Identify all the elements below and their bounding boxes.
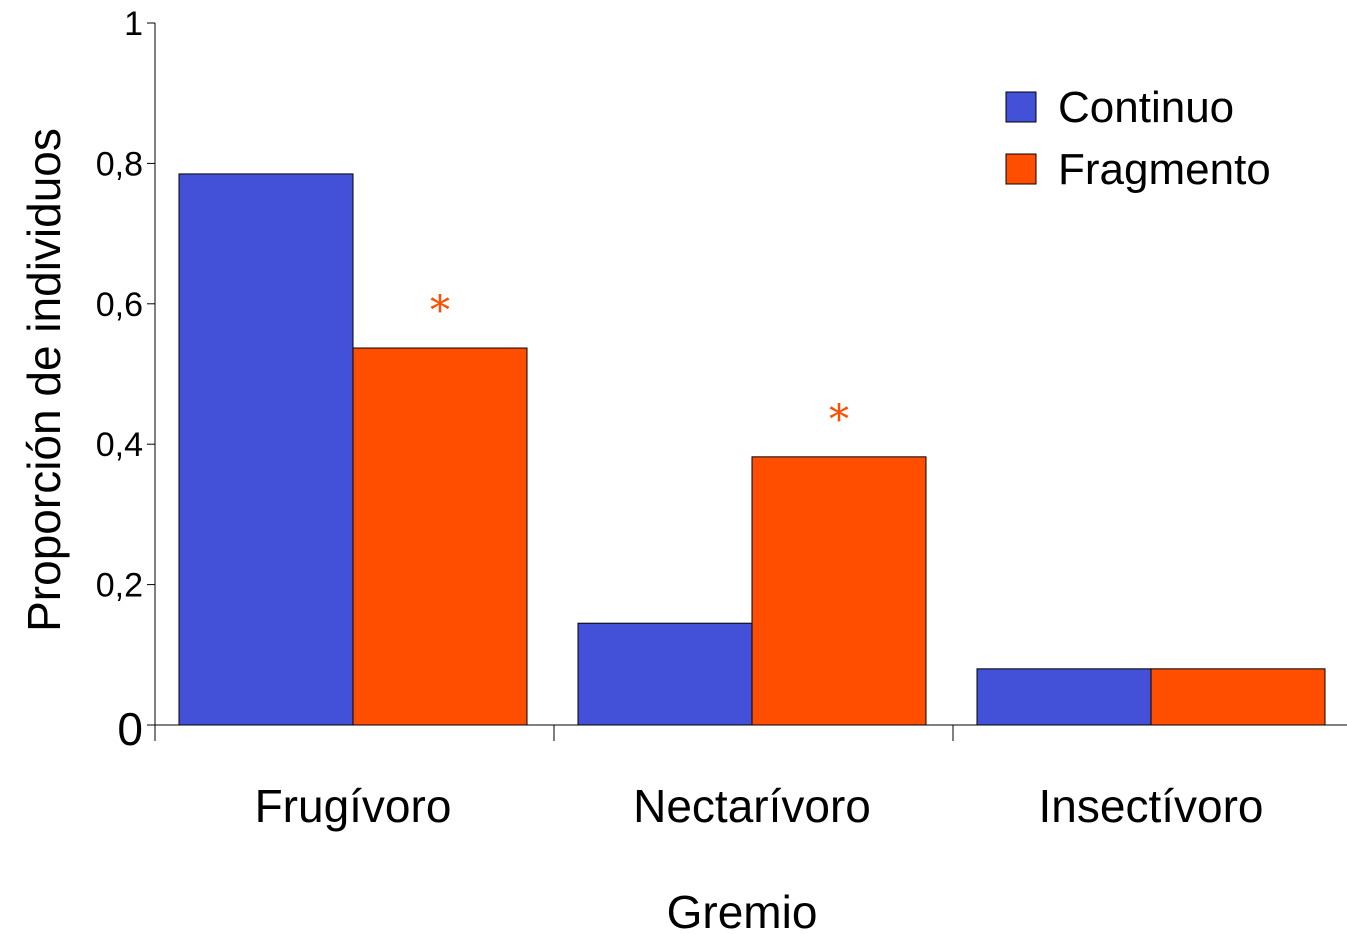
bar-continuo-nectarivoro	[577, 622, 753, 726]
legend-swatch-continuo	[1005, 91, 1037, 123]
bar-continuo-frugivoro	[178, 173, 354, 726]
y-tick-label: 0,4	[96, 426, 143, 464]
legend-swatch-fragmento	[1005, 153, 1037, 185]
bar-continuo-insectivoro	[976, 668, 1152, 726]
x-tick-label-nectarivoro: Nectarívoro	[633, 780, 871, 832]
bars-layer	[178, 173, 1326, 726]
legend-label-fragmento: Fragmento	[1058, 145, 1271, 194]
axes-layer	[147, 22, 1347, 741]
significance-marker-nectarivoro: *	[829, 397, 849, 443]
x-axis-title: Gremio	[667, 886, 818, 934]
y-tick-label: 0,2	[96, 567, 143, 605]
labels-layer: * * 0 0,2 0,4 0,6 0,8 1 Frugívoro Nectarívoro Inse…	[18, 5, 1264, 934]
significance-marker-frugivoro: *	[430, 288, 450, 334]
y-tick-label: 0,8	[96, 145, 143, 183]
x-tick-label-frugivoro: Frugívoro	[255, 780, 452, 832]
bar-fragmento-frugivoro	[352, 347, 528, 726]
y-tick-label: 0,6	[96, 286, 143, 324]
y-tick-label: 1	[124, 5, 143, 43]
bar-fragmento-nectarivoro	[751, 456, 927, 726]
y-tick-label: 0	[117, 703, 143, 755]
x-tick-label-insectivoro: Insectívoro	[1039, 780, 1264, 832]
bar-fragmento-insectivoro	[1150, 668, 1326, 726]
legend-label-continuo: Continuo	[1058, 83, 1234, 132]
y-axis-title: Proporción de individuos	[18, 128, 70, 632]
legend: Continuo Fragmento	[1005, 83, 1271, 194]
